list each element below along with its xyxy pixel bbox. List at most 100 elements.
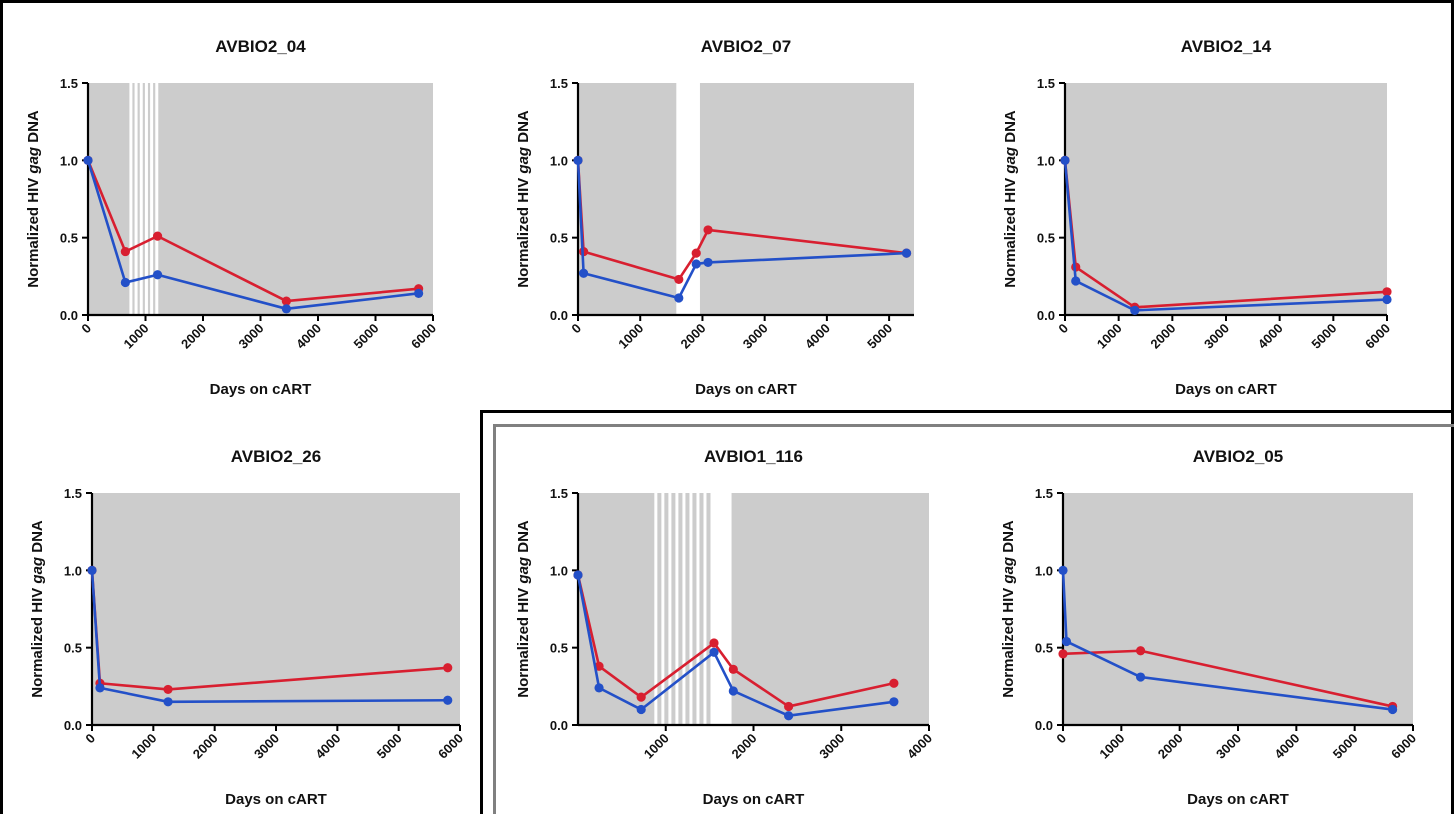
x-tick-label: 2000 — [178, 321, 209, 352]
chart-title: AVBIO2_14 — [1181, 37, 1272, 56]
x-tick-label: 4000 — [293, 321, 324, 352]
stripe-band — [671, 493, 675, 725]
x-axis-label: Days on cART — [703, 791, 805, 808]
data-point-blue — [83, 156, 92, 165]
y-tick-label: 0.5 — [1037, 231, 1055, 246]
x-tick-label: 0 — [82, 731, 98, 747]
data-point-blue — [163, 697, 172, 706]
data-point-blue — [703, 258, 712, 267]
x-tick-label: 2000 — [1155, 731, 1186, 762]
y-tick-label: 0.5 — [550, 641, 568, 656]
y-tick-label: 0.0 — [1035, 718, 1053, 733]
x-tick-label: 0 — [568, 321, 584, 337]
x-tick-label: 3000 — [1201, 321, 1232, 352]
x-tick-label: 1000 — [615, 321, 646, 352]
x-tick-label: 6000 — [1362, 321, 1393, 352]
y-axis-label: Normalized HIV gag DNA — [1002, 110, 1019, 288]
stripe-band — [692, 493, 696, 725]
stripe-band — [685, 493, 689, 725]
chart-panel-avbio2-04: AVBIO2_04Normalized HIV gag DNA0.00.51.0… — [0, 0, 479, 394]
x-tick-label: 3000 — [1213, 731, 1244, 762]
x-axis-label: Days on cART — [695, 381, 797, 398]
data-point-blue — [674, 293, 683, 302]
data-point-blue — [637, 705, 646, 714]
y-tick-label: 0.0 — [64, 718, 82, 733]
y-axis-label: Normalized HIV gag DNA — [29, 520, 46, 698]
x-tick-label: 2000 — [1147, 321, 1178, 352]
data-point-blue — [902, 249, 911, 258]
shaded-region — [578, 83, 676, 315]
x-tick-label: 5000 — [374, 731, 405, 762]
data-point-red — [637, 693, 646, 702]
stripe-band — [143, 83, 145, 315]
x-tick-label: 6000 — [408, 321, 439, 352]
data-point-red — [784, 702, 793, 711]
y-tick-label: 1.0 — [1035, 563, 1053, 578]
data-point-blue — [1130, 306, 1139, 315]
x-tick-label: 2000 — [190, 731, 221, 762]
shaded-region — [1065, 83, 1387, 315]
x-tick-label: 0 — [78, 321, 94, 337]
data-point-blue — [573, 570, 582, 579]
data-point-red — [121, 247, 130, 256]
data-point-red — [1136, 646, 1145, 655]
y-tick-label: 1.5 — [550, 76, 568, 91]
y-tick-label: 0.0 — [550, 718, 568, 733]
y-axis-label: Normalized HIV gag DNA — [515, 520, 532, 698]
y-tick-label: 0.0 — [60, 308, 78, 323]
stripe-band — [706, 493, 710, 725]
y-tick-label: 1.5 — [64, 486, 82, 501]
y-tick-label: 1.5 — [1035, 486, 1053, 501]
data-point-blue — [1382, 295, 1391, 304]
x-tick-label: 3000 — [740, 321, 771, 352]
x-tick-label: 0 — [1053, 731, 1069, 747]
data-point-blue — [784, 711, 793, 720]
x-tick-label: 1000 — [641, 731, 672, 762]
x-axis-label: Days on cART — [210, 381, 312, 398]
chart-panel-avbio2-07: AVBIO2_07 Normalized HIV gag DNA 0.0 0.5 1.0… — [485, 0, 964, 394]
x-tick-label: 5000 — [1330, 731, 1361, 762]
data-point-red — [729, 665, 738, 674]
y-tick-label: 0.5 — [1035, 641, 1053, 656]
x-tick-label: 5000 — [864, 321, 895, 352]
data-point-blue — [87, 566, 96, 575]
data-point-blue — [1062, 637, 1071, 646]
data-point-blue — [573, 156, 582, 165]
data-point-blue — [95, 683, 104, 692]
x-tick-label: 3000 — [251, 731, 282, 762]
chart-panel-avbio1-116: AVBIO1_116Normalized HIV gag DNA0.00.51.… — [485, 420, 964, 814]
data-point-blue — [729, 686, 738, 695]
stripe-band — [158, 83, 160, 315]
y-tick-label: 0.5 — [550, 231, 568, 246]
x-tick-label: 5000 — [1308, 321, 1339, 352]
shaded-region — [578, 493, 654, 725]
y-axis-label: Normalized HIV gag DNA — [25, 110, 42, 288]
y-axis-label: Normalized HIV gag DNA — [515, 110, 532, 288]
x-tick-label: 4000 — [1271, 731, 1302, 762]
x-tick-label: 0 — [1055, 321, 1071, 337]
x-tick-label: 5000 — [351, 321, 382, 352]
x-tick-label: 4000 — [904, 731, 935, 762]
x-tick-label: 6000 — [435, 731, 466, 762]
data-point-blue — [709, 648, 718, 657]
data-point-red — [674, 275, 683, 284]
chart-title: AVBIO2_05 — [1193, 447, 1283, 466]
y-tick-label: 0.5 — [64, 641, 82, 656]
chart-title: AVBIO2_26 — [231, 447, 321, 466]
y-tick-label: 1.5 — [550, 486, 568, 501]
y-tick-label: 1.0 — [64, 563, 82, 578]
data-point-blue — [443, 696, 452, 705]
data-point-red — [709, 638, 718, 647]
x-tick-label: 2000 — [678, 321, 709, 352]
shaded-region — [92, 493, 460, 725]
x-tick-label: 2000 — [729, 731, 760, 762]
x-tick-label: 4000 — [1255, 321, 1286, 352]
y-tick-label: 1.5 — [1037, 76, 1055, 91]
data-point-blue — [1136, 672, 1145, 681]
chart-panel-avbio2-26: AVBIO2_26 Normalized HIV gag DNA 0.0 0.5 1.0… — [0, 420, 479, 814]
shaded-region — [159, 83, 433, 315]
data-point-blue — [282, 304, 291, 313]
data-point-blue — [594, 683, 603, 692]
stripe-band — [699, 493, 703, 725]
y-tick-label: 0.0 — [550, 308, 568, 323]
